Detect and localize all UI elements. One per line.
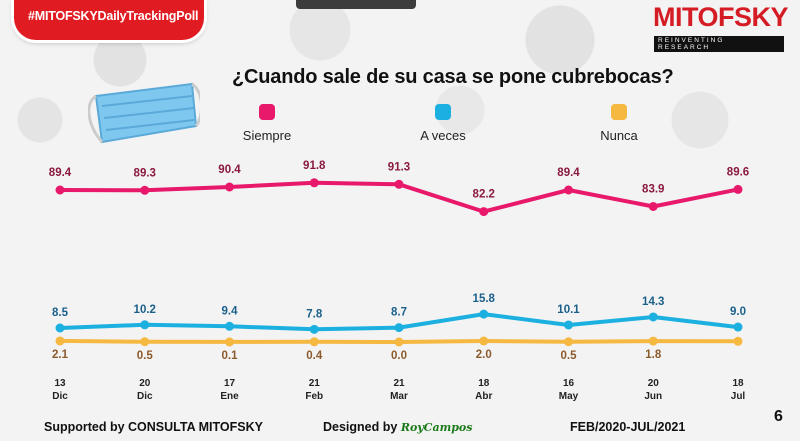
footer-supported-by: Supported by CONSULTA MITOFSKY [44,420,263,434]
data-label-nunca: 0.5 [137,350,154,362]
data-label-a-veces: 9.0 [730,306,746,318]
data-label-siempre: 89.3 [134,167,156,179]
x-tick-month: Jul [731,391,746,402]
x-tick-day: 20 [139,378,151,389]
x-tick-day: 13 [54,378,66,389]
data-point-siempre [55,185,65,195]
data-label-siempre: 90.4 [218,164,241,176]
page-number: 6 [774,408,783,425]
data-label-siempre: 89.6 [727,166,749,178]
legend-label-a-veces: A veces [420,128,466,143]
x-tick-month: Dic [137,391,153,402]
data-point-siempre [225,182,234,192]
x-tick-day: 21 [393,378,405,389]
data-point-nunca [225,337,234,347]
data-label-a-veces: 14.3 [642,296,664,308]
mitofsky-logo: MITOFSKY REINVENTING RESEARCH [652,2,789,52]
chart-question-title: ¿Cuando sale de su casa se pone cubreboc… [232,66,674,88]
data-label-nunca: 0.0 [391,350,407,362]
hashtag-badge: #MITOFSKYDailyTrackingPoll [14,0,204,40]
data-label-nunca: 1.8 [645,349,662,361]
x-tick-month: Ene [220,391,239,402]
data-point-nunca [564,337,573,347]
footer-designed-by: Designed by RoyCampos [323,420,472,434]
data-label-nunca: 2.1 [52,349,69,361]
x-tick-month: Feb [305,391,323,402]
data-label-nunca: 0.5 [561,350,578,362]
x-tick-month: Mar [390,391,408,402]
data-point-a-veces [55,323,65,333]
x-tick-month: Dic [52,391,68,402]
data-point-siempre [479,207,489,217]
legend-label-siempre: Siempre [242,128,292,143]
data-label-a-veces: 8.5 [52,307,69,319]
data-label-a-veces: 15.8 [473,293,496,305]
x-tick-day: 17 [224,378,236,389]
legend-siempre: Siempre [222,104,312,143]
data-point-a-veces [648,312,658,322]
data-label-a-veces: 8.7 [391,307,407,319]
data-label-a-veces: 10.2 [134,304,156,316]
data-point-siempre [140,185,150,195]
designer-signature: RoyCampos [400,421,473,434]
data-label-siempre: 82.2 [473,189,495,201]
legend-swatch-nunca [611,104,627,120]
data-point-a-veces [564,320,573,330]
x-tick-day: 16 [563,378,575,389]
data-label-siempre: 91.3 [388,161,410,173]
data-point-siempre [564,185,573,195]
data-label-a-veces: 7.8 [306,308,323,320]
brand-name: MITOFSKY [652,2,789,32]
x-tick-day: 20 [648,378,660,389]
data-point-a-veces [140,320,150,330]
data-point-a-veces [733,322,743,332]
data-label-a-veces: 10.1 [557,304,580,316]
x-tick-month: Abr [475,391,492,402]
data-point-siempre [648,202,658,211]
data-point-a-veces [479,309,489,319]
data-label-siempre: 89.4 [557,167,580,179]
data-point-a-veces [309,324,319,334]
data-label-nunca: 0.1 [222,350,239,362]
x-tick-day: 21 [309,378,321,389]
x-tick-day: 18 [732,378,744,389]
data-point-siempre [394,179,404,189]
data-label-siempre: 91.8 [303,160,326,172]
legend-a-veces: A veces [398,104,488,143]
data-point-a-veces [394,323,404,333]
legend-nunca: Nunca [574,104,664,143]
face-mask-icon [88,82,200,144]
data-point-nunca [394,337,404,347]
data-point-nunca [55,336,65,346]
x-tick-month: May [559,391,579,402]
legend-swatch-siempre [259,104,275,120]
data-point-nunca [140,337,150,347]
legend-label-nunca: Nunca [600,128,638,143]
data-label-a-veces: 9.4 [222,305,239,317]
legend-swatch-a-veces [435,104,451,120]
footer-period: FEB/2020-JUL/2021 [570,420,686,434]
data-point-a-veces [225,321,234,331]
data-label-nunca: 0.4 [306,350,323,362]
x-tick-day: 18 [478,378,490,389]
data-label-nunca: 2.0 [476,349,492,361]
window-title-bar [296,0,416,9]
designed-by-label: Designed by [323,420,398,434]
hashtag-text: #MITOFSKYDailyTrackingPoll [28,9,199,23]
data-point-nunca [309,337,319,347]
x-tick-month: Jun [644,391,662,402]
data-point-siempre [309,178,319,188]
data-point-nunca [648,336,658,346]
data-label-siempre: 83.9 [642,184,664,196]
data-label-siempre: 89.4 [49,167,72,179]
data-point-nunca [479,336,489,346]
data-point-nunca [733,336,743,346]
data-point-siempre [733,184,743,194]
brand-tagline: REINVENTING RESEARCH [654,36,784,52]
